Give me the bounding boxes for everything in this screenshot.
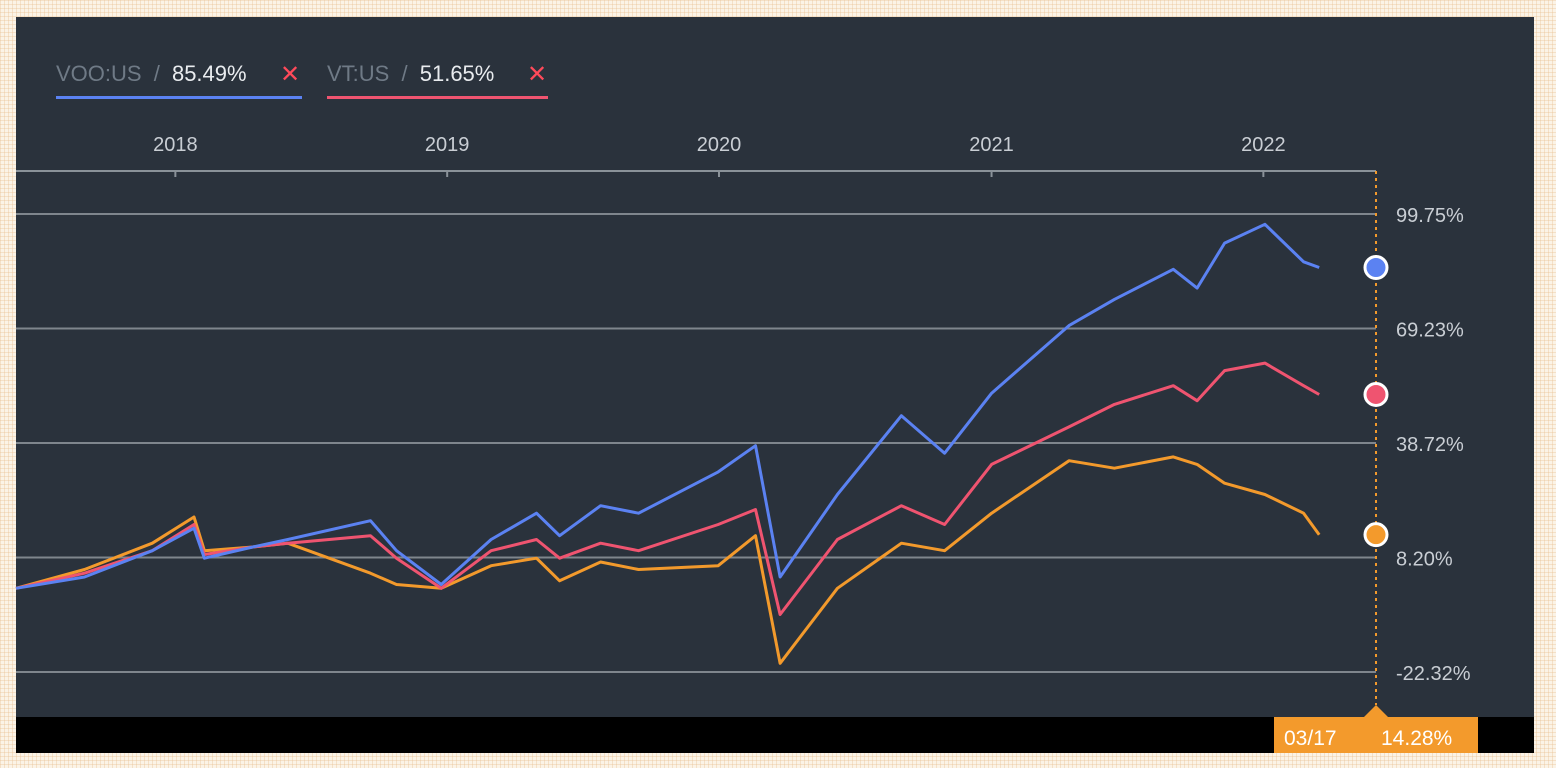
crosshair-pointer: [1364, 705, 1388, 717]
crosshair-value: 14.28%: [1381, 727, 1452, 750]
legend-item-voo[interactable]: VOO:US / 85.49% ✕: [56, 61, 302, 99]
x-tick-label: 2019: [425, 134, 470, 156]
legend-vt-underline: [327, 96, 548, 99]
y-tick-label: -22.32%: [1396, 663, 1471, 685]
third-series-line[interactable]: [15, 455, 1321, 665]
series-lines[interactable]: [15, 222, 1321, 665]
crosshair-label-box: [1274, 717, 1478, 753]
y-axis: 99.75% 69.23% 38.72% 8.20% -22.32%: [1396, 205, 1471, 685]
y-tick-label: 99.75%: [1396, 205, 1464, 227]
vt-end-marker: [1363, 381, 1389, 407]
legend-voo-separator: /: [154, 61, 161, 86]
remove-voo-icon[interactable]: ✕: [280, 61, 300, 88]
vt-line[interactable]: [15, 361, 1320, 616]
legend-item-vt[interactable]: VT:US / 51.65% ✕: [327, 61, 548, 99]
x-tick-label: 2020: [697, 134, 742, 156]
legend-vt-ticker: VT:US: [327, 61, 389, 86]
voo-line[interactable]: [15, 222, 1320, 590]
crosshair-date: 03/17: [1284, 727, 1337, 750]
legend[interactable]: VOO:US / 85.49% ✕ VT:US / 51.65% ✕: [56, 61, 548, 99]
third-end-marker: [1363, 522, 1389, 548]
gridlines: [16, 170, 1376, 673]
legend-voo-value: 85.49%: [172, 61, 247, 86]
voo-end-marker: [1363, 255, 1389, 281]
legend-voo-ticker: VOO:US: [56, 61, 142, 86]
legend-vt-value: 51.65%: [420, 61, 495, 86]
x-tick-label: 2018: [153, 134, 198, 156]
legend-voo-underline: [56, 96, 302, 99]
y-tick-label: 69.23%: [1396, 320, 1464, 342]
legend-vt-separator: /: [401, 61, 408, 86]
x-tick-label: 2021: [969, 134, 1014, 156]
y-tick-label: 8.20%: [1396, 549, 1453, 571]
y-tick-label: 38.72%: [1396, 434, 1464, 456]
svg-text:VOO:US / 85.49: VOO:US / 85.49%: [56, 61, 247, 86]
svg-text:VT:US / 51.65%: VT:US / 51.65%: [327, 61, 494, 86]
x-axis: 2018 2019 2020 2021 2022: [153, 134, 1286, 177]
end-markers: [1363, 255, 1389, 548]
x-tick-label: 2022: [1241, 134, 1286, 156]
remove-vt-icon[interactable]: ✕: [527, 61, 547, 88]
bottom-bar: 03/17 14.28%: [16, 705, 1534, 753]
